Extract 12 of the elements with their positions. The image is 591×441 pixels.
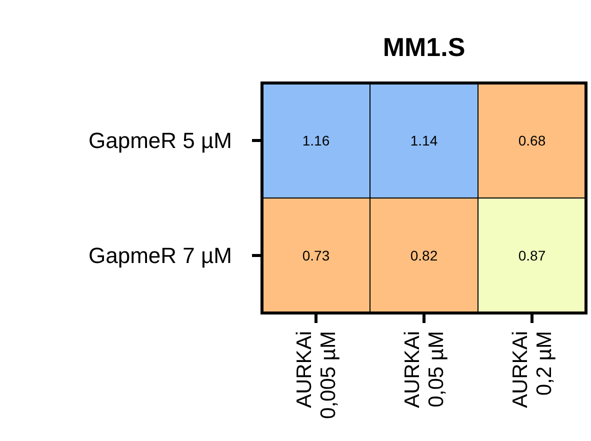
chart-title: MM1.S (382, 32, 466, 62)
x-tick-label: AURKAi 0,005 µM (293, 331, 340, 419)
data-label: 0.73 (302, 248, 330, 264)
x-tick-label: AURKAi 0,05 µM (401, 331, 448, 408)
data-label: 0.82 (410, 248, 438, 264)
data-label: 0.68 (518, 132, 546, 148)
y-tick-label: GapmeR 5 µM (88, 128, 232, 153)
data-label: 1.14 (410, 132, 438, 148)
data-label: 1.16 (302, 132, 330, 148)
data-label: 0.87 (518, 248, 546, 264)
y-tick-label: GapmeR 7 µM (88, 243, 232, 268)
x-tick-label: AURKAi 0,2 µM (509, 331, 556, 408)
